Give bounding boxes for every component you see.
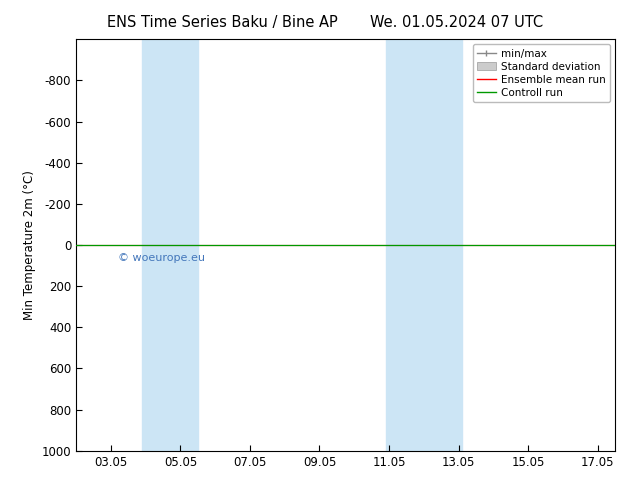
Text: ENS Time Series Baku / Bine AP: ENS Time Series Baku / Bine AP [107, 15, 337, 30]
Bar [385, 39, 462, 451]
Y-axis label: Min Temperature 2m (°C): Min Temperature 2m (°C) [23, 170, 36, 320]
Text: © woeurope.eu: © woeurope.eu [118, 253, 205, 263]
Text: We. 01.05.2024 07 UTC: We. 01.05.2024 07 UTC [370, 15, 543, 30]
Bar [142, 39, 198, 451]
Legend: min/max, Standard deviation, Ensemble mean run, Controll run: min/max, Standard deviation, Ensemble me… [473, 45, 610, 102]
